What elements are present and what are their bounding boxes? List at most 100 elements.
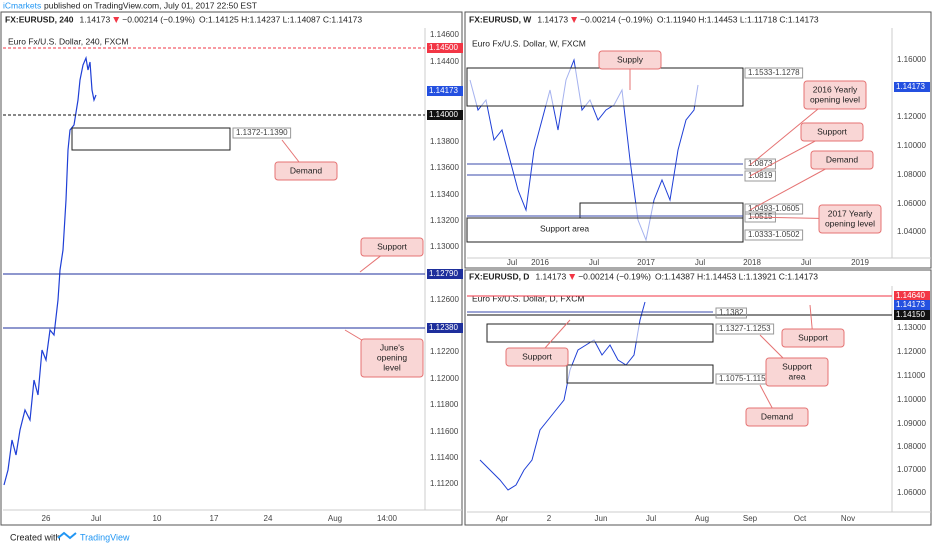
zone <box>71 127 231 151</box>
price-tag-label: 1.14150 <box>896 310 925 319</box>
callout-text: 2016 Yearly <box>813 84 858 94</box>
x-tick-label: 14:00 <box>377 514 398 523</box>
price-tag-label: 1.14000 <box>429 110 458 119</box>
y-tick-label: 1.13400 <box>430 190 459 199</box>
callout <box>781 328 845 348</box>
x-tick-label: Oct <box>794 514 807 523</box>
legend: Euro Fx/U.S. Dollar, D, FXCM <box>472 293 584 303</box>
x-tick-label: 2019 <box>851 258 869 267</box>
price-path <box>3 55 97 486</box>
last-price: 1.14173 <box>535 271 566 281</box>
callout <box>360 338 424 378</box>
price-tag-label: 1.14173 <box>429 86 458 95</box>
last-price: 1.14173 <box>537 14 568 24</box>
zone-label: 1.0819 <box>748 171 773 180</box>
ohlc: O:1.14387 H:1.14453 L:1.13921 C:1.14173 <box>655 271 818 281</box>
zone-label-box <box>715 323 775 335</box>
x-tick-label: 2018 <box>743 258 761 267</box>
y-tick-label: 1.07000 <box>897 465 926 474</box>
callout <box>800 122 864 142</box>
y-tick-label: 1.04000 <box>897 227 926 236</box>
zone-label: 1.0873 <box>748 159 773 168</box>
callout <box>745 407 809 427</box>
y-tick-label: 1.11000 <box>897 371 926 380</box>
x-tick-label: 2017 <box>637 258 655 267</box>
zone <box>466 217 744 243</box>
zone-label: 1.0493-1.0605 <box>748 204 800 213</box>
callout <box>274 161 338 181</box>
callout-text: level <box>383 362 401 372</box>
y-tick-label: 1.14600 <box>430 30 459 39</box>
zone-label: 1.1075-1.1158 <box>719 374 771 383</box>
callout-text: Support <box>782 361 812 371</box>
footer-text: Created with <box>10 532 61 542</box>
price-tag-label: 1.12790 <box>429 269 458 278</box>
zone-label: 1.0333-1.0502 <box>748 230 800 239</box>
callout <box>810 150 874 170</box>
footer-brand: TradingView <box>80 532 130 542</box>
y-tick-label: 1.13000 <box>897 323 926 332</box>
callout <box>598 50 662 70</box>
x-tick-label: 26 <box>42 514 51 523</box>
y-tick-label: 1.12000 <box>430 374 459 383</box>
ohlc: O:1.14125 H:1.14237 L:1.14087 C:1.14173 <box>199 14 362 24</box>
price-tag-label: 1.14500 <box>429 43 458 52</box>
y-tick-label: 1.11600 <box>430 427 459 436</box>
zone-label-box <box>744 229 804 241</box>
zone <box>566 364 714 384</box>
x-tick-label: 10 <box>153 514 162 523</box>
y-tick-label: 1.11200 <box>430 479 459 488</box>
zone <box>466 67 744 107</box>
x-tick-label: 17 <box>210 514 219 523</box>
y-tick-label: 1.10000 <box>897 395 926 404</box>
legend: Euro Fx/U.S. Dollar, W, FXCM <box>472 38 586 48</box>
price-tag <box>894 310 930 320</box>
x-tick-label: Jul <box>589 258 599 267</box>
zone-label-box <box>744 67 804 79</box>
y-tick-label: 1.13600 <box>430 163 459 172</box>
y-tick-label: 1.08000 <box>897 442 926 451</box>
callout-text: Demand <box>826 154 858 164</box>
callout-text: area <box>788 371 805 381</box>
y-tick-label: 1.11400 <box>430 453 459 462</box>
callout-text: Demand <box>290 165 322 175</box>
price-change: −0.00214 (−0.19%) <box>580 14 653 24</box>
callout-text: Support <box>817 126 847 136</box>
callout <box>505 347 569 367</box>
callout-text: June's <box>380 342 404 352</box>
callout-text: 2017 Yearly <box>828 208 873 218</box>
price-tag-label: 1.14173 <box>896 82 925 91</box>
x-tick-label: Jul <box>507 258 517 267</box>
price-change: −0.00214 (−0.19%) <box>578 271 651 281</box>
price-tag-label: 1.14173 <box>896 300 925 309</box>
zone-label-box <box>232 127 292 139</box>
down-arrow <box>113 17 120 23</box>
zone-label: 1.1533-1.1278 <box>748 68 800 77</box>
y-tick-label: 1.12000 <box>897 347 926 356</box>
panel-frame <box>464 11 932 269</box>
published: published on TradingView.com, July 01, 2… <box>44 0 257 10</box>
panel-frame <box>464 269 932 526</box>
zone-label: 1.0515 <box>748 212 773 221</box>
callout <box>803 80 867 110</box>
zone-label: 1.1382 <box>719 308 744 317</box>
y-tick-label: 1.11800 <box>430 400 459 409</box>
y-tick-label: 1.06000 <box>897 199 926 208</box>
x-tick-label: Jul <box>801 258 811 267</box>
zone-label-box <box>715 307 747 319</box>
x-tick-label: 2016 <box>531 258 549 267</box>
zone-label-box <box>744 211 776 223</box>
callout-text: Supply <box>617 54 644 64</box>
x-tick-label: Jul <box>695 258 705 267</box>
x-tick-label: Sep <box>743 514 758 523</box>
zone-label: 1.1327-1.1253 <box>719 324 771 333</box>
zone-label-box <box>744 203 804 215</box>
x-tick-label: Nov <box>841 514 855 523</box>
price-path <box>479 301 646 491</box>
price-tag-label: 1.14640 <box>896 291 925 300</box>
panel-frame <box>0 11 463 526</box>
callout <box>818 204 882 234</box>
callout <box>360 237 424 257</box>
